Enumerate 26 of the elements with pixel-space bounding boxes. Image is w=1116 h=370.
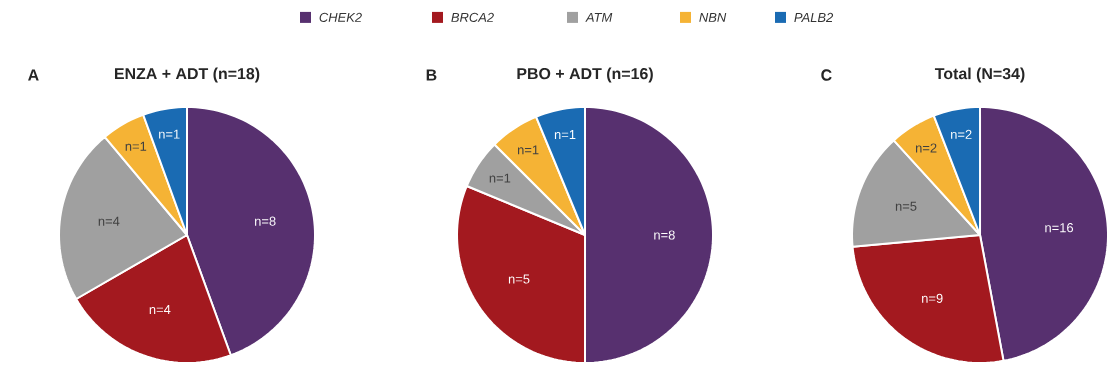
data-label: n=4: [98, 216, 120, 226]
data-label: n=8: [654, 230, 675, 240]
text: A: [28, 69, 39, 81]
data-label: n=1: [125, 141, 147, 151]
data-label: n=1: [489, 173, 511, 183]
data-label: n=2: [915, 143, 937, 153]
data-label: n=16: [1045, 223, 1074, 233]
data-label: n=4: [149, 305, 171, 315]
legend-label: ATM: [585, 12, 613, 22]
data-label: n=2: [951, 129, 972, 139]
data-label: n=5: [895, 201, 917, 211]
data-label: n=1: [517, 145, 539, 155]
text: C: [821, 69, 832, 81]
data-label: n=5: [508, 274, 530, 284]
data-label: n=1: [159, 129, 180, 139]
data-label: n=8: [255, 216, 276, 226]
legend-label: NBN: [699, 12, 727, 22]
text: B: [426, 69, 437, 81]
data-label: n=1: [554, 130, 576, 140]
legend-label: BRCA2: [451, 12, 494, 22]
chart-title: PBO + ADT (n=16): [517, 67, 653, 83]
data-label: n=9: [922, 293, 943, 303]
chart-title: Total (N=34): [934, 67, 1025, 83]
legend-label: PALB2: [794, 12, 834, 22]
legend-label: CHEK2: [319, 12, 362, 22]
text: ENZA + ADT (n=18): [115, 67, 260, 83]
